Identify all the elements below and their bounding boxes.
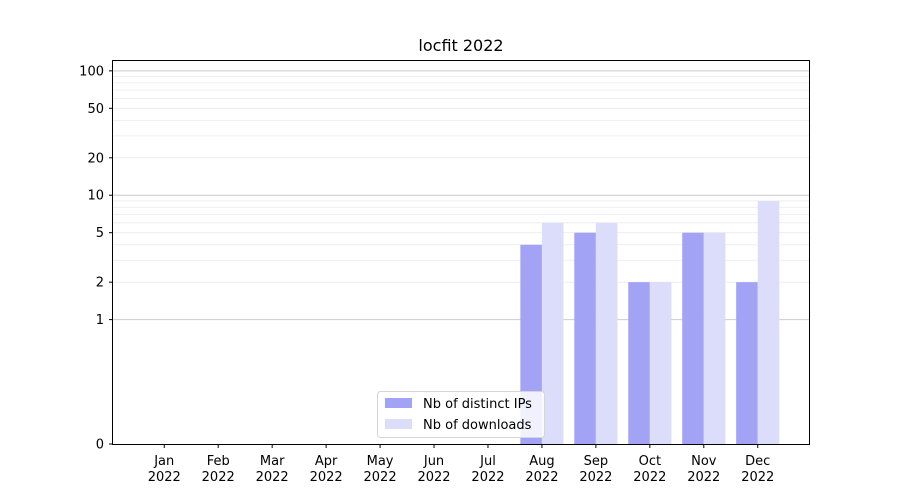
- y-tick-label: 50: [87, 102, 104, 117]
- legend-box: [377, 391, 545, 438]
- bars: [520, 200, 780, 444]
- x-tick-label: 2022: [256, 470, 289, 485]
- x-tick-label: 2022: [741, 470, 774, 485]
- chart-title: locfit 2022: [418, 36, 503, 55]
- x-tick-label: Aug: [529, 454, 554, 469]
- x-tick-label: 2022: [202, 470, 235, 485]
- x-tick-label: Nov: [691, 454, 717, 469]
- legend-label: Nb of downloads: [423, 418, 532, 433]
- bar-distinct-ips: [628, 282, 650, 444]
- bar-distinct-ips: [682, 232, 704, 444]
- x-tick-label: Apr: [315, 454, 338, 469]
- x-tick-label: 2022: [579, 470, 612, 485]
- x-tick-label: Jul: [479, 454, 496, 469]
- x-tick-label: Oct: [639, 454, 661, 469]
- bar-distinct-ips: [574, 232, 596, 444]
- y-tick-label: 2: [96, 276, 104, 291]
- x-tick-label: Dec: [745, 454, 770, 469]
- bar-downloads: [541, 222, 564, 444]
- legend-label: Nb of distinct IPs: [423, 397, 532, 412]
- y-tick-label: 100: [79, 64, 104, 79]
- bar-distinct-ips: [736, 282, 758, 444]
- bar-downloads: [595, 222, 618, 444]
- y-tick-label: 10: [87, 189, 104, 204]
- bar-downloads: [757, 200, 780, 444]
- x-tick-label: 2022: [687, 470, 720, 485]
- y-axis: 0 1 2 5 10 20 50 100: [79, 64, 113, 453]
- x-tick-label: 2022: [148, 470, 181, 485]
- x-axis: Jan2022Feb2022Mar2022Apr2022May2022Jun20…: [148, 444, 774, 485]
- x-tick-label: May: [367, 454, 394, 469]
- x-tick-label: 2022: [525, 470, 558, 485]
- legend: Nb of distinct IPs Nb of downloads: [377, 391, 545, 438]
- x-tick-label: 2022: [310, 470, 343, 485]
- legend-swatch: [385, 398, 412, 408]
- x-tick-label: Jun: [423, 454, 444, 469]
- x-tick-label: 2022: [633, 470, 666, 485]
- x-tick-label: 2022: [471, 470, 504, 485]
- y-tick-label: 1: [96, 313, 104, 328]
- plot-frame: [112, 60, 810, 445]
- bar-downloads: [649, 282, 672, 444]
- x-tick-label: 2022: [417, 470, 450, 485]
- y-tick-label: 5: [96, 226, 104, 241]
- legend-swatch: [385, 419, 412, 429]
- x-tick-label: Jan: [153, 454, 174, 469]
- y-tick-label: 20: [87, 151, 104, 166]
- bar-downloads: [703, 232, 726, 444]
- x-tick-label: Sep: [584, 454, 609, 469]
- y-tick-label: 0: [96, 438, 104, 453]
- x-tick-label: Feb: [207, 454, 230, 469]
- x-tick-label: 2022: [364, 470, 397, 485]
- x-tick-label: Mar: [260, 454, 285, 469]
